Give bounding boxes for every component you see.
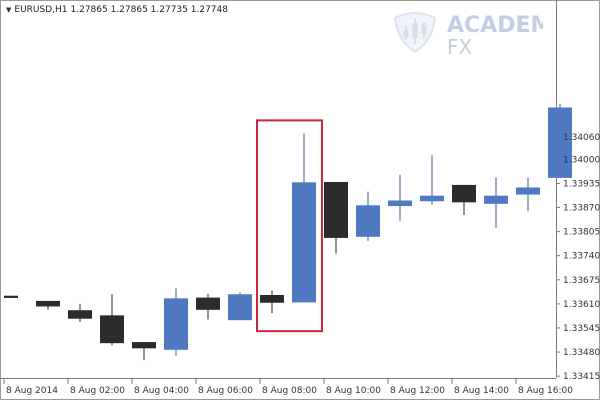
logo-text-top: ACADEM (447, 13, 543, 38)
candle-body (196, 297, 220, 310)
candle-body (36, 300, 60, 307)
candle (516, 177, 540, 212)
candle (324, 181, 348, 254)
candle-body (484, 195, 508, 204)
candle-body (100, 315, 124, 344)
highlight-box (256, 119, 323, 333)
candle (260, 290, 284, 314)
candle-body (132, 342, 156, 349)
candle-body (228, 294, 252, 321)
candle-body (388, 200, 412, 207)
academy-fx-logo: ACADEM FX (393, 12, 543, 58)
symbol-timeframe: EURUSD,H1 (14, 5, 68, 15)
price-tick-label: 1.34060 (563, 133, 600, 143)
candle (356, 191, 380, 241)
candle (4, 295, 18, 298)
candle (228, 292, 252, 321)
candle-body (356, 205, 380, 237)
price-tick-label: 1.34000 (563, 155, 600, 165)
time-tick-label: 8 Aug 16:00 (518, 386, 573, 396)
candle-body (452, 184, 476, 203)
ohlc-readout: 1.27865 1.27865 1.27735 1.27748 (70, 5, 228, 15)
time-tick-label: 8 Aug 08:00 (262, 386, 317, 396)
price-tick-label: 1.33480 (563, 348, 600, 358)
candles-layer (4, 103, 572, 361)
candle-body (68, 310, 92, 319)
candle (420, 155, 444, 205)
candle (548, 103, 572, 178)
candle (68, 303, 92, 323)
price-tick-label: 1.33545 (563, 324, 600, 334)
price-tick-label: 1.33935 (563, 179, 600, 189)
candle-body (324, 181, 348, 238)
price-tick-label: 1.33740 (563, 252, 600, 262)
candle (452, 184, 476, 215)
time-tick-label: 8 Aug 02:00 (70, 386, 125, 396)
time-tick-label: 8 Aug 2014 (6, 386, 58, 396)
candle (100, 294, 124, 346)
candle (196, 293, 220, 320)
time-tick-label: 8 Aug 12:00 (390, 386, 445, 396)
price-tick-label: 1.33415 (563, 372, 600, 382)
price-axis: 1.34060 1.34000 1.33935 1.33870 1.33805 1.337… (556, 133, 600, 382)
candle-body (516, 187, 540, 195)
candle (132, 342, 156, 361)
candle (164, 288, 188, 356)
time-tick-label: 8 Aug 14:00 (454, 386, 509, 396)
price-tick-label: 1.33610 (563, 300, 600, 310)
chart-header: ▼ EURUSD,H1 1.27865 1.27865 1.27735 1.27… (6, 5, 228, 15)
time-axis: 8 Aug 2014 8 Aug 02:00 8 Aug 04:00 8 Aug 06… (3, 378, 573, 396)
price-tick-label: 1.33870 (563, 204, 600, 214)
candle-body (164, 298, 188, 350)
candle (36, 300, 60, 310)
chart-menu-arrow-icon[interactable]: ▼ (6, 6, 12, 14)
price-tick-label: 1.33675 (563, 276, 600, 286)
candle (484, 177, 508, 228)
candle (388, 174, 412, 221)
logo-text-bottom: FX (447, 35, 473, 58)
logo-shield-icon (393, 12, 437, 54)
candle (292, 133, 316, 303)
time-tick-label: 8 Aug 10:00 (326, 386, 381, 396)
candle-body (260, 294, 284, 303)
time-tick-label: 8 Aug 06:00 (198, 386, 253, 396)
candle-body (548, 107, 572, 178)
price-tick-label: 1.33805 (563, 228, 600, 238)
highlight-layer (256, 119, 323, 333)
candle-body (420, 195, 444, 202)
candle-body (292, 182, 316, 303)
time-tick-label: 8 Aug 04:00 (134, 386, 189, 396)
candle-body (4, 295, 18, 298)
